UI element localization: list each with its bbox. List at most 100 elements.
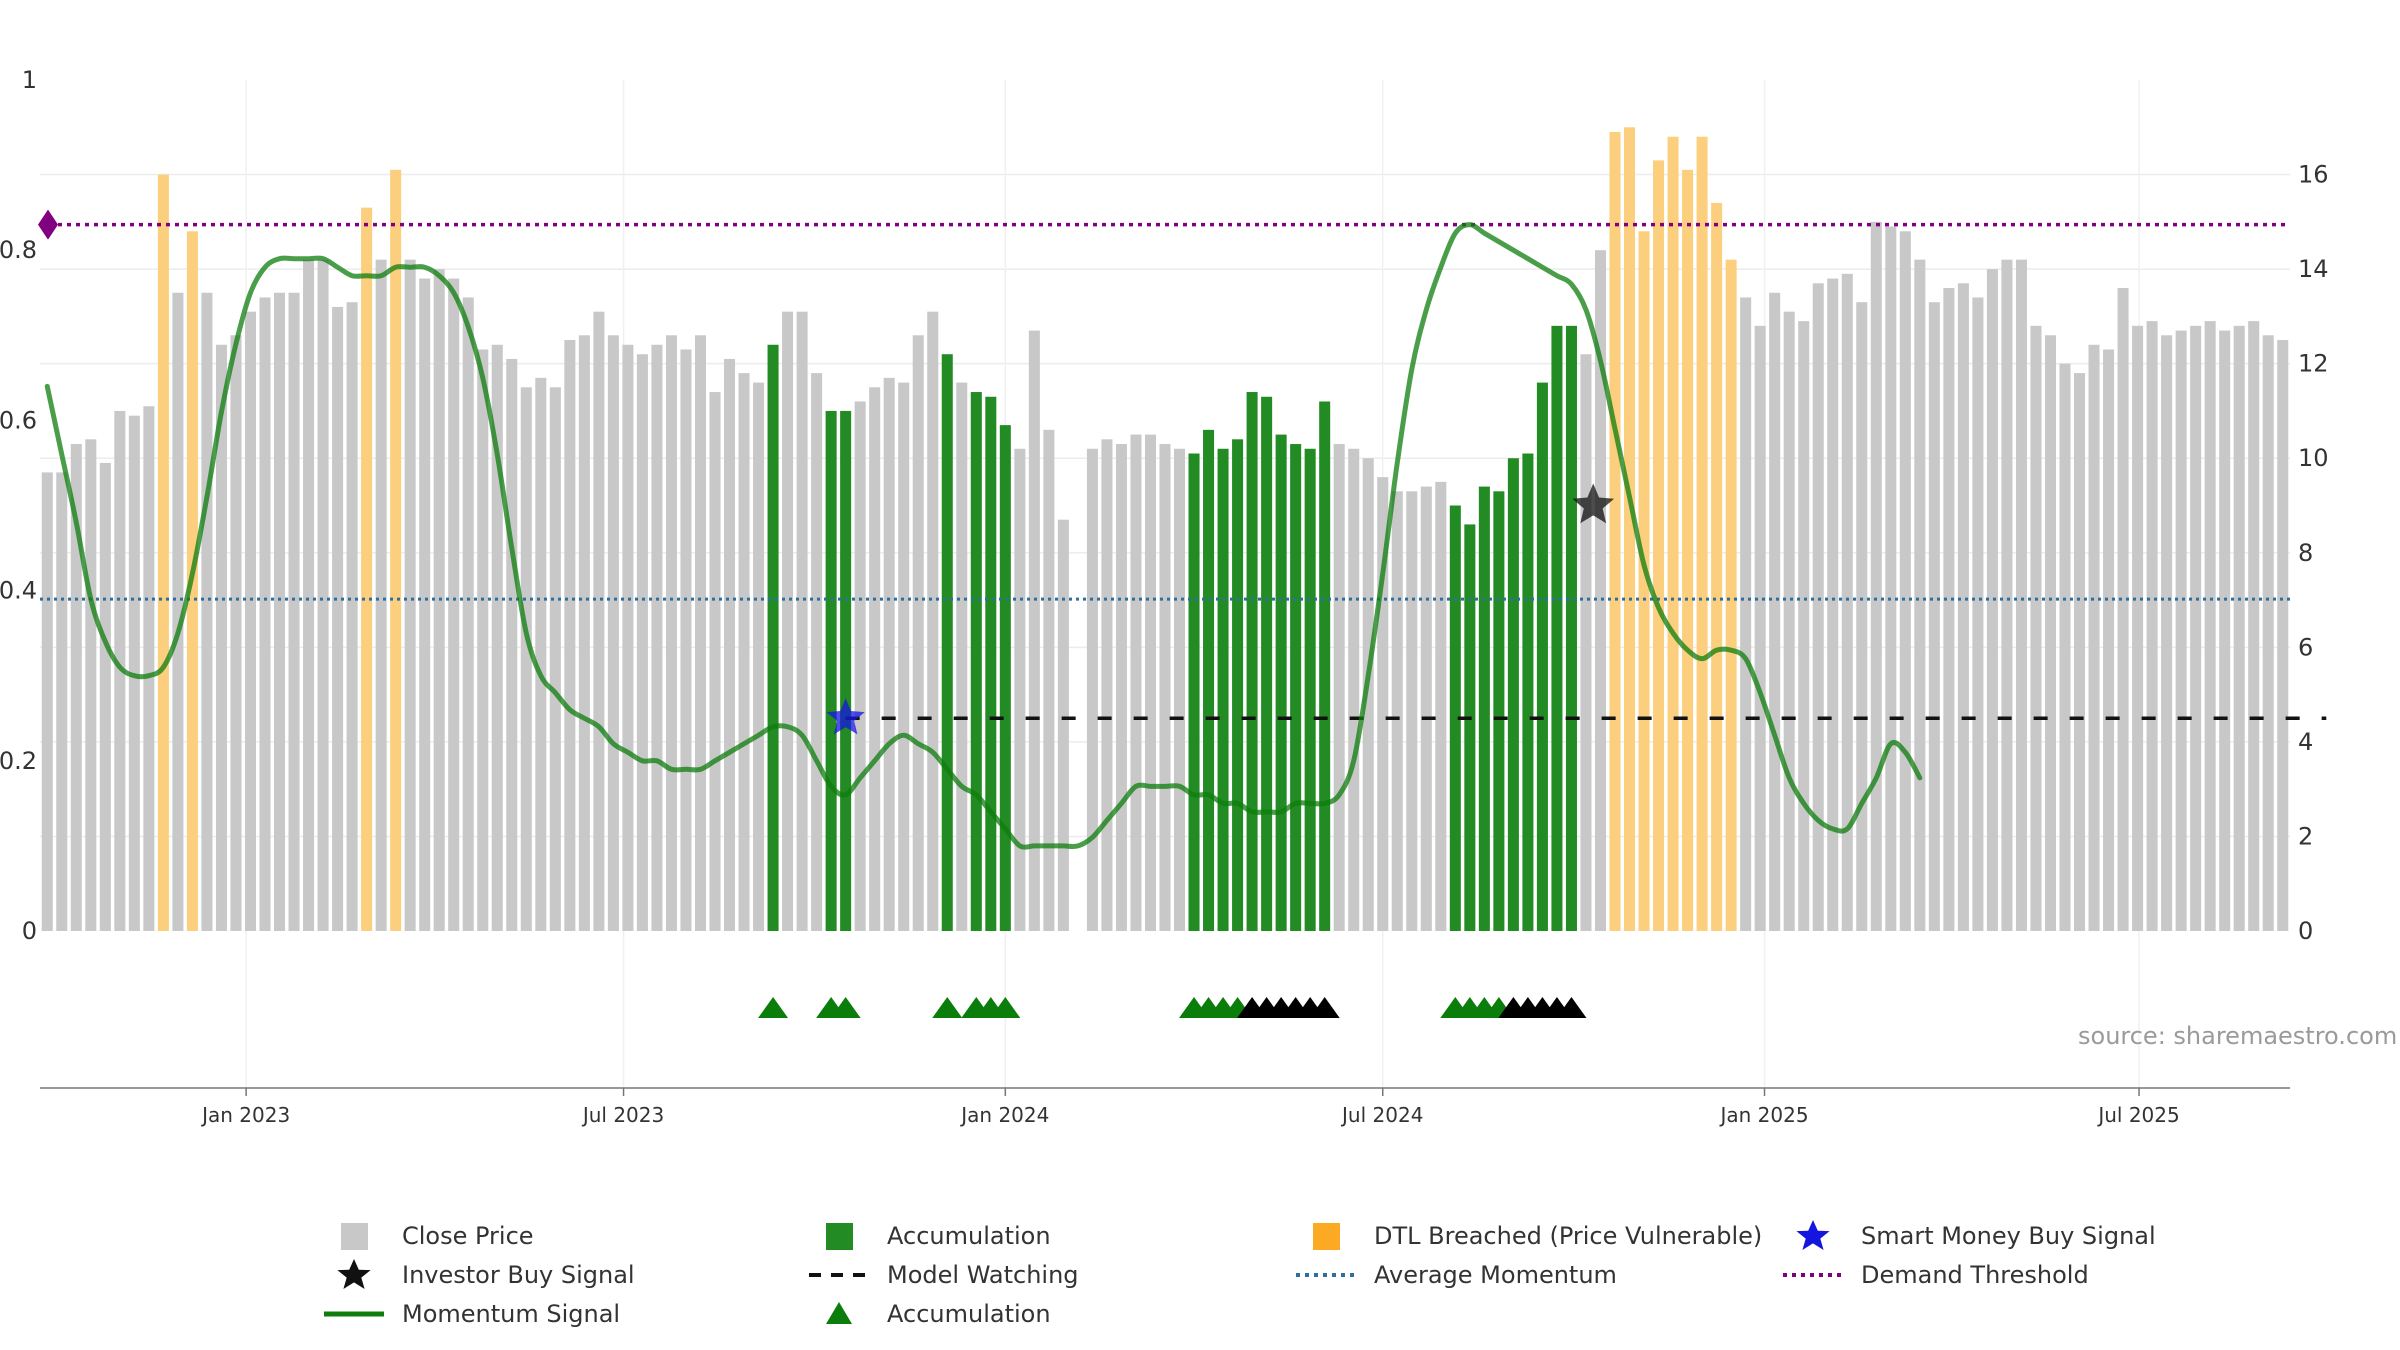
accumulation-bar bbox=[970, 392, 982, 931]
accumulation-bar bbox=[999, 425, 1011, 931]
accumulation-bar bbox=[1522, 453, 1534, 931]
close-price-bar bbox=[2175, 330, 2187, 931]
close-price-bar bbox=[1159, 444, 1171, 931]
close-price-bar bbox=[2262, 335, 2274, 931]
accumulation-bar bbox=[840, 410, 852, 931]
close-price-bar bbox=[506, 358, 518, 931]
dtl-breached-bar bbox=[1653, 160, 1665, 932]
close-price-bar bbox=[2001, 259, 2013, 932]
accumulation-triangle bbox=[758, 997, 789, 1018]
close-price-bar bbox=[317, 259, 329, 932]
close-price-bar bbox=[1870, 221, 1882, 932]
close-price-bar bbox=[1028, 330, 1040, 931]
close-price-bar bbox=[85, 439, 97, 931]
accumulation-bar bbox=[1478, 486, 1490, 931]
close-price-bar bbox=[2233, 325, 2245, 931]
accumulation-bar bbox=[1493, 491, 1505, 931]
y-right-tick-label: 12 bbox=[2298, 350, 2329, 378]
y-left-tick-label: 0.6 bbox=[0, 406, 37, 434]
close-price-bar bbox=[694, 335, 706, 931]
close-price-bar bbox=[41, 472, 53, 931]
close-price-bar bbox=[753, 382, 765, 932]
close-price-bar bbox=[912, 335, 924, 931]
accumulation-bar bbox=[1246, 392, 1258, 931]
y-right-tick-label: 0 bbox=[2298, 917, 2313, 945]
x-tick-label: Jul 2023 bbox=[581, 1103, 664, 1127]
signal-markers bbox=[758, 483, 1615, 1018]
black-triangle bbox=[1309, 997, 1340, 1018]
accumulation-bar bbox=[1536, 382, 1548, 932]
accumulation-bar bbox=[1188, 453, 1200, 931]
close-price-bar bbox=[1348, 448, 1360, 931]
close-price-bar bbox=[332, 306, 344, 931]
dtl-breached-bar bbox=[361, 207, 373, 931]
x-tick-label: Jul 2025 bbox=[2096, 1103, 2179, 1127]
close-price-bar bbox=[404, 259, 416, 932]
source-label: source: sharemaestro.com bbox=[2078, 1022, 2398, 1050]
close-price-bar bbox=[1928, 302, 1940, 931]
close-price-bar bbox=[796, 311, 808, 931]
momentum-signal-line bbox=[44, 222, 1923, 850]
close-price-bar bbox=[1957, 283, 1969, 931]
accumulation-triangle bbox=[830, 997, 861, 1018]
close-price-bar bbox=[462, 297, 474, 931]
black-triangle bbox=[1556, 997, 1587, 1018]
close-price-bar bbox=[2030, 325, 2042, 931]
accumulation-bar bbox=[1565, 325, 1577, 931]
dtl-breached-bar bbox=[157, 174, 169, 932]
accumulation-bar bbox=[1449, 505, 1461, 931]
x-tick-label: Jan 2025 bbox=[1718, 1103, 1808, 1127]
close-price-bar bbox=[927, 311, 939, 931]
x-tick-label: Jan 2024 bbox=[959, 1103, 1049, 1127]
close-price-bar bbox=[1899, 231, 1911, 932]
y-left-tick-label: 0.8 bbox=[0, 236, 37, 264]
close-price-bar bbox=[680, 349, 692, 931]
close-price-bar bbox=[520, 387, 532, 931]
close-price-bar bbox=[2103, 349, 2115, 931]
close-price-bar bbox=[1972, 297, 1984, 931]
dtl-breached-bar bbox=[1725, 259, 1737, 932]
accumulation-bar bbox=[1275, 434, 1287, 931]
close-price-bar bbox=[2190, 325, 2202, 931]
close-price-bar bbox=[636, 354, 648, 931]
dtl-breached-bar bbox=[1667, 136, 1679, 931]
smart-money-buy-signal-star bbox=[826, 698, 865, 735]
close-price-bar bbox=[259, 297, 271, 931]
close-price-bar bbox=[491, 344, 503, 931]
dtl-breached-bar bbox=[390, 169, 402, 932]
close-price-bar bbox=[1435, 481, 1447, 931]
dtl-breached-bar bbox=[1696, 136, 1708, 931]
close-price-bar bbox=[1174, 448, 1186, 931]
dtl-breached-bar bbox=[1609, 132, 1621, 931]
close-price-bar bbox=[622, 344, 634, 931]
accumulation-bar bbox=[985, 396, 997, 931]
y-right-tick-label: 16 bbox=[2298, 161, 2329, 189]
close-price-bar bbox=[230, 335, 242, 931]
accumulation-bar bbox=[1551, 325, 1563, 931]
accumulation-bar bbox=[1304, 448, 1316, 931]
dtl-breached-bar bbox=[1682, 169, 1694, 932]
close-price-bar bbox=[1914, 259, 1926, 932]
close-price-bar bbox=[898, 382, 910, 932]
dtl-breached-bar bbox=[1624, 127, 1636, 932]
close-price-bar bbox=[346, 302, 358, 931]
close-price-bar bbox=[2117, 288, 2129, 931]
close-price-bar bbox=[1740, 297, 1752, 931]
accumulation-bar bbox=[1203, 429, 1215, 931]
close-price-bar bbox=[1144, 434, 1156, 931]
close-price-bar bbox=[114, 410, 126, 931]
close-price-bar bbox=[811, 373, 823, 932]
y-left-tick-label: 0 bbox=[22, 917, 37, 945]
close-price-bar bbox=[2015, 259, 2027, 932]
accumulation-bar bbox=[1507, 458, 1519, 931]
accumulation-bar bbox=[825, 410, 837, 931]
close-price-bar bbox=[201, 292, 213, 931]
close-price-bar bbox=[1043, 429, 1055, 931]
close-price-bar bbox=[1769, 292, 1781, 931]
x-tick-label: Jan 2023 bbox=[200, 1103, 290, 1127]
close-price-bar bbox=[2219, 330, 2231, 931]
price-bars bbox=[41, 127, 2289, 932]
y-right-tick-label: 8 bbox=[2298, 539, 2313, 567]
close-price-bar bbox=[854, 401, 866, 931]
y-right-tick-label: 10 bbox=[2298, 444, 2329, 472]
